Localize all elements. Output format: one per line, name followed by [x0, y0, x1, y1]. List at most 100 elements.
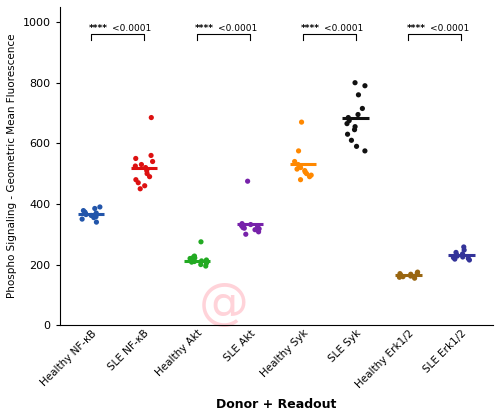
Point: [132, 176, 140, 183]
Point: [251, 227, 259, 233]
Point: [190, 254, 198, 260]
Point: [452, 252, 460, 258]
Point: [142, 164, 150, 171]
Point: [306, 173, 314, 180]
Point: [294, 161, 302, 168]
Point: [296, 164, 304, 171]
Text: <0.0001: <0.0001: [430, 24, 469, 33]
Point: [460, 244, 468, 250]
Point: [255, 225, 263, 232]
Point: [134, 179, 142, 186]
Point: [87, 212, 95, 219]
Point: [143, 170, 151, 177]
Point: [140, 182, 148, 189]
X-axis label: Donor + Readout: Donor + Readout: [216, 398, 336, 411]
Point: [80, 207, 88, 214]
Point: [464, 255, 472, 262]
Point: [406, 273, 414, 279]
Point: [343, 120, 351, 127]
Point: [293, 166, 301, 173]
Point: [142, 167, 150, 174]
Point: [458, 251, 466, 257]
Point: [244, 178, 252, 185]
Point: [238, 220, 246, 227]
Point: [351, 79, 359, 86]
Text: @: @: [198, 280, 248, 328]
Point: [345, 117, 353, 124]
Point: [302, 170, 310, 177]
Point: [132, 163, 140, 169]
Point: [191, 255, 199, 261]
Point: [92, 210, 100, 217]
Text: ****: ****: [406, 24, 426, 33]
Point: [242, 231, 250, 237]
Point: [290, 158, 298, 165]
Point: [202, 260, 210, 266]
Point: [413, 270, 421, 276]
Point: [96, 204, 104, 210]
Point: [296, 176, 304, 183]
Point: [238, 222, 246, 229]
Point: [298, 119, 306, 125]
Point: [202, 257, 210, 263]
Point: [450, 254, 458, 261]
Point: [294, 148, 302, 154]
Point: [396, 270, 404, 277]
Point: [186, 255, 194, 262]
Point: [352, 143, 360, 150]
Point: [451, 256, 459, 263]
Point: [190, 253, 198, 260]
Point: [198, 257, 205, 264]
Point: [147, 152, 155, 159]
Y-axis label: Phospho Signaling - Geometric Mean Fluorescence: Phospho Signaling - Geometric Mean Fluor…: [7, 34, 17, 298]
Point: [92, 219, 100, 225]
Point: [460, 247, 468, 253]
Point: [453, 253, 461, 260]
Point: [202, 263, 209, 270]
Point: [399, 273, 407, 280]
Point: [407, 271, 415, 278]
Point: [138, 161, 145, 168]
Point: [148, 158, 156, 165]
Point: [254, 229, 262, 235]
Point: [136, 186, 144, 192]
Point: [240, 225, 248, 232]
Point: [197, 261, 205, 268]
Point: [82, 210, 90, 217]
Text: <0.0001: <0.0001: [324, 24, 363, 33]
Point: [350, 126, 358, 133]
Text: <0.0001: <0.0001: [112, 24, 152, 33]
Point: [396, 274, 404, 280]
Point: [91, 205, 99, 212]
Point: [78, 216, 86, 222]
Point: [344, 131, 351, 138]
Point: [82, 211, 90, 218]
Point: [361, 148, 369, 154]
Point: [81, 209, 89, 215]
Point: [239, 224, 247, 231]
Point: [414, 269, 422, 275]
Point: [148, 114, 156, 121]
Point: [452, 249, 460, 256]
Text: ****: ****: [89, 24, 108, 33]
Point: [358, 105, 366, 112]
Point: [354, 92, 362, 98]
Point: [92, 213, 100, 220]
Point: [197, 239, 205, 245]
Point: [410, 275, 418, 282]
Point: [351, 123, 359, 130]
Point: [190, 256, 198, 263]
Text: <0.0001: <0.0001: [218, 24, 258, 33]
Point: [146, 173, 154, 180]
Text: ****: ****: [195, 24, 214, 33]
Point: [246, 221, 254, 228]
Point: [397, 272, 405, 278]
Point: [354, 111, 362, 118]
Point: [307, 172, 315, 178]
Point: [254, 223, 262, 230]
Point: [458, 254, 466, 260]
Point: [238, 222, 246, 229]
Text: ****: ****: [300, 24, 320, 33]
Point: [188, 259, 196, 265]
Point: [90, 214, 98, 221]
